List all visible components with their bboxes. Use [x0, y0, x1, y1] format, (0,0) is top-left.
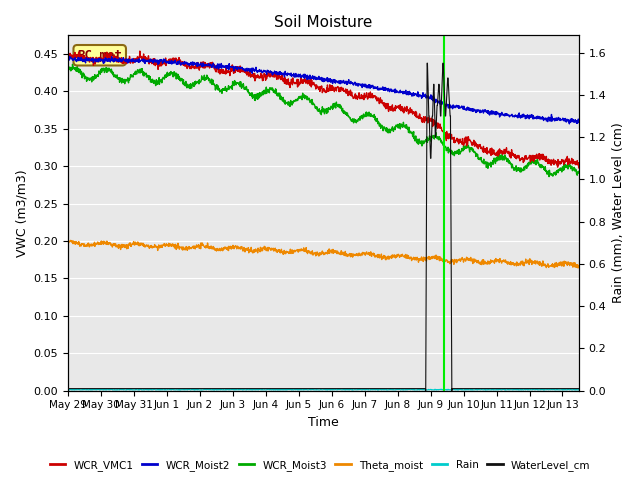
- WCR_Moist2: [259, 69, 266, 74]
- WCR_Moist3: [259, 89, 266, 95]
- WCR_Moist2: [64, 58, 72, 64]
- X-axis label: Time: Time: [308, 416, 339, 429]
- WCR_Moist2: [65, 54, 73, 60]
- WCR_VMC1: [156, 61, 164, 67]
- WCR_Moist3: [451, 148, 459, 154]
- Line: WCR_VMC1: WCR_VMC1: [68, 51, 579, 168]
- WaterLevel_cm: [258, 386, 266, 392]
- Theta_moist: [67, 238, 75, 243]
- WCR_VMC1: [508, 147, 515, 153]
- WaterLevel_cm: [156, 386, 164, 392]
- WCR_Moist2: [166, 59, 173, 65]
- WaterLevel_cm: [422, 388, 429, 394]
- WCR_VMC1: [259, 75, 266, 81]
- Rain: [508, 387, 516, 393]
- Theta_moist: [574, 265, 582, 271]
- WCR_Moist3: [156, 79, 164, 84]
- Line: Rain: Rain: [68, 389, 579, 390]
- Rain: [259, 387, 266, 393]
- Theta_moist: [212, 247, 220, 253]
- WCR_Moist2: [575, 119, 583, 124]
- WCR_Moist2: [566, 121, 573, 127]
- Rain: [575, 387, 583, 393]
- WCR_Moist3: [545, 174, 553, 180]
- Rain: [64, 387, 72, 393]
- Theta_moist: [166, 243, 173, 249]
- WCR_Moist3: [64, 65, 72, 71]
- Theta_moist: [64, 240, 72, 246]
- WaterLevel_cm: [575, 386, 583, 392]
- WCR_Moist3: [508, 165, 515, 171]
- Line: WaterLevel_cm: WaterLevel_cm: [68, 63, 579, 391]
- WCR_Moist2: [508, 112, 515, 118]
- Theta_moist: [575, 264, 583, 269]
- Rain: [166, 386, 173, 392]
- WCR_VMC1: [136, 48, 144, 54]
- Line: Theta_moist: Theta_moist: [68, 240, 579, 268]
- WaterLevel_cm: [451, 386, 459, 392]
- Theta_moist: [156, 245, 164, 251]
- WaterLevel_cm: [64, 386, 72, 392]
- WaterLevel_cm: [166, 386, 173, 392]
- WCR_Moist2: [451, 103, 459, 109]
- Theta_moist: [259, 247, 266, 252]
- Rain: [156, 387, 164, 393]
- WCR_Moist3: [166, 70, 173, 75]
- WCR_Moist3: [68, 61, 76, 67]
- WaterLevel_cm: [423, 60, 431, 66]
- Rain: [387, 386, 394, 392]
- Rain: [451, 387, 459, 393]
- Y-axis label: Rain (mm), Water Level (cm): Rain (mm), Water Level (cm): [612, 123, 625, 303]
- Line: WCR_Moist2: WCR_Moist2: [68, 57, 579, 124]
- Legend: WCR_VMC1, WCR_Moist2, WCR_Moist3, Theta_moist, Rain, WaterLevel_cm: WCR_VMC1, WCR_Moist2, WCR_Moist3, Theta_…: [45, 456, 595, 475]
- WCR_Moist2: [156, 59, 164, 64]
- WCR_VMC1: [451, 137, 459, 143]
- WCR_Moist3: [212, 83, 220, 88]
- WCR_Moist2: [212, 63, 220, 69]
- Rain: [70, 387, 78, 393]
- WCR_VMC1: [166, 56, 173, 62]
- WaterLevel_cm: [212, 386, 220, 392]
- Title: Soil Moisture: Soil Moisture: [275, 15, 372, 30]
- Y-axis label: VWC (m3/m3): VWC (m3/m3): [15, 169, 28, 257]
- Rain: [212, 387, 220, 393]
- WCR_VMC1: [64, 53, 72, 59]
- Line: WCR_Moist3: WCR_Moist3: [68, 64, 579, 177]
- Text: BC_met: BC_met: [77, 49, 122, 62]
- WaterLevel_cm: [508, 386, 516, 392]
- WCR_VMC1: [575, 165, 583, 171]
- Theta_moist: [451, 259, 459, 264]
- Theta_moist: [508, 262, 515, 267]
- WCR_VMC1: [212, 67, 220, 73]
- WCR_Moist3: [575, 170, 583, 176]
